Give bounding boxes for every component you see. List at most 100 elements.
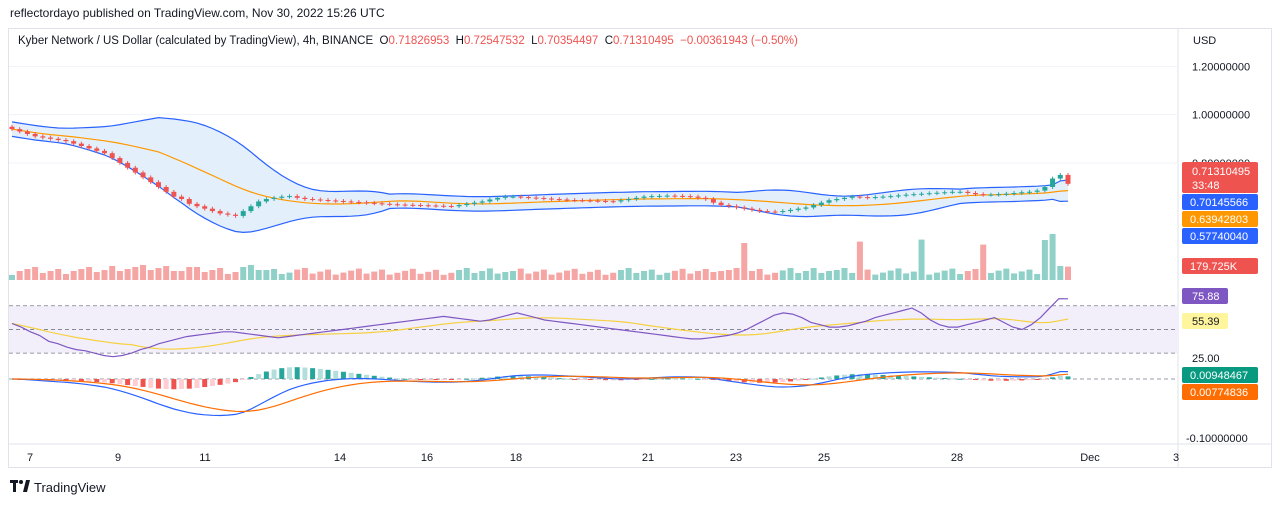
- candle-body: [834, 199, 840, 201]
- candle-body: [818, 202, 824, 206]
- macd-histogram-bar: [340, 371, 346, 379]
- volume-bar: [471, 273, 478, 280]
- macd-badge-bg: [1182, 367, 1258, 383]
- time-tick-label: 18: [510, 452, 522, 464]
- macd-histogram-bar: [926, 377, 932, 379]
- macd-histogram-bar: [364, 374, 370, 379]
- macd-histogram-bar: [826, 376, 832, 379]
- candle-body: [294, 196, 300, 198]
- macd-histogram-bar: [788, 379, 794, 382]
- candle-body: [448, 206, 454, 208]
- volume-bar: [186, 267, 193, 280]
- macd-histogram-bar: [811, 378, 817, 380]
- candle-body: [202, 206, 208, 209]
- macd-histogram-bar: [618, 379, 624, 381]
- candle-body: [1026, 191, 1032, 193]
- macd-histogram-bar: [1019, 379, 1025, 381]
- macd-histogram-bar: [595, 379, 601, 380]
- volume-bar: [417, 273, 424, 280]
- volume-bar: [656, 274, 663, 280]
- candle-body: [502, 196, 508, 198]
- macd-histogram-bar: [656, 378, 662, 380]
- volume-bar: [533, 271, 540, 280]
- macd-histogram-bar: [286, 367, 292, 379]
- macd-histogram-bar: [471, 378, 477, 380]
- volume-bar: [9, 275, 15, 280]
- volume-bar: [695, 271, 702, 280]
- volume-bar: [841, 268, 848, 280]
- candle-body: [934, 192, 940, 194]
- published-line: reflectordayo published on TradingView.c…: [10, 6, 385, 20]
- candle-body: [248, 206, 254, 212]
- candle-body: [9, 126, 15, 130]
- bb-upper-badge: 0.70145566: [1190, 197, 1248, 209]
- high-value: 0.72547532: [463, 35, 525, 47]
- macd-histogram-bar: [818, 377, 824, 379]
- macd-histogram-bar: [633, 379, 639, 380]
- macd-tick-label: -0.10000000: [1186, 433, 1248, 445]
- candle-body: [271, 197, 277, 200]
- volume-bar: [710, 272, 717, 280]
- macd-histogram-bar: [1050, 377, 1056, 379]
- volume-bar: [24, 269, 31, 280]
- volume-bar: [494, 273, 501, 280]
- candle-body: [1003, 193, 1009, 195]
- macd-histogram-bar: [271, 369, 277, 379]
- bb-upper-badge-bg: [1182, 194, 1258, 210]
- candle-body: [155, 182, 161, 187]
- volume-bar: [941, 270, 948, 280]
- candle-body: [533, 197, 539, 199]
- macd-histogram-bar: [549, 377, 555, 379]
- macd-histogram-bar: [179, 379, 185, 389]
- macd-histogram-bar: [564, 378, 570, 380]
- volume-bar: [748, 271, 755, 280]
- candle-body: [418, 205, 424, 207]
- volume-bar: [995, 270, 1002, 280]
- macd-histogram-bar: [911, 376, 917, 379]
- volume-bar: [1034, 274, 1041, 280]
- volume-bar: [355, 268, 362, 280]
- volume-bar: [255, 270, 262, 280]
- candle-body: [510, 196, 516, 198]
- volume-bar: [733, 268, 740, 280]
- close-label: C: [604, 35, 613, 47]
- candle-body: [749, 208, 755, 210]
- time-tick-label: 3: [1173, 452, 1179, 464]
- volume-bar: [818, 273, 825, 280]
- candle-body: [803, 207, 809, 209]
- bollinger-fill: [12, 117, 1068, 233]
- macd-histogram-bar: [1011, 379, 1017, 381]
- volume-bar: [787, 268, 794, 280]
- volume-bar: [718, 271, 725, 280]
- bollinger-upper-line: [11, 116, 1069, 198]
- volume-bar: [124, 269, 131, 280]
- macd-histogram-bar: [865, 374, 871, 379]
- candle-body: [695, 196, 701, 198]
- macd-histogram-bar: [71, 379, 77, 381]
- time-tick-label: Dec: [1080, 452, 1100, 464]
- candle-body: [487, 199, 493, 202]
- open-value: 0.71826953: [388, 35, 450, 47]
- volume-bar: [16, 271, 23, 280]
- bollinger-lower-line: [11, 135, 1069, 234]
- macd-histogram-bar: [610, 379, 616, 381]
- signal-badge-bg: [1182, 384, 1258, 400]
- macd-histogram-bar: [456, 379, 462, 380]
- candle-body: [957, 191, 963, 193]
- volume-bar: [641, 271, 648, 280]
- symbol-legend: Kyber Network / US Dollar (calculated by…: [18, 35, 798, 47]
- volume-bar: [170, 271, 177, 280]
- volume-bar: [140, 265, 147, 280]
- candle-body: [872, 197, 878, 199]
- macd-histogram-bar: [687, 378, 693, 380]
- volume-bar: [425, 271, 432, 280]
- candle-body: [24, 131, 30, 134]
- candle-body: [179, 196, 185, 200]
- volume-bar: [378, 269, 385, 280]
- macd-histogram-bar: [703, 379, 709, 380]
- volume-bar: [1003, 268, 1010, 280]
- volume-bar: [802, 271, 809, 280]
- macd-histogram-bar: [664, 378, 670, 380]
- macd-histogram-bar: [803, 379, 809, 380]
